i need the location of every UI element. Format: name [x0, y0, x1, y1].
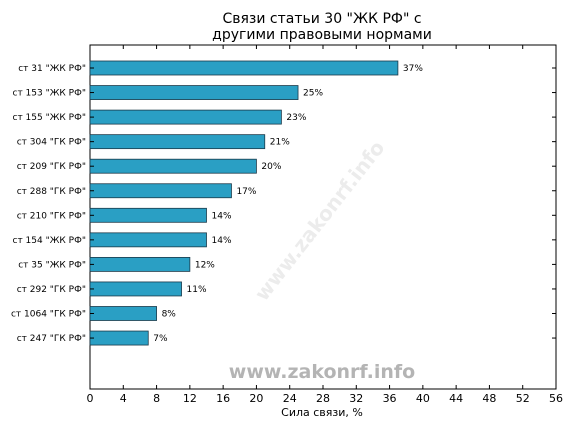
- bar: [89, 60, 399, 76]
- category-label: ст 153 "ЖК РФ": [13, 89, 87, 99]
- data-label: 12%: [195, 260, 215, 270]
- x-tick-label: 40: [416, 392, 430, 405]
- data-label: 23%: [286, 113, 306, 123]
- chart-title-line-1: Связи статьи 30 "ЖК РФ" с: [222, 11, 421, 27]
- category-label: ст 304 "ГК РФ": [17, 138, 86, 148]
- bar: [89, 158, 257, 174]
- category-label: ст 35 "ЖК РФ": [18, 260, 86, 270]
- category-label: ст 247 "ГК РФ": [17, 334, 86, 344]
- category-label: ст 209 "ГК РФ": [17, 162, 86, 172]
- bottom-watermark: www.zakonrf.info: [229, 361, 415, 383]
- bar: [89, 281, 182, 297]
- x-tick-label: 56: [549, 392, 563, 405]
- bar: [89, 109, 282, 125]
- x-tick-label: 0: [87, 392, 94, 405]
- x-tick-label: 12: [183, 392, 197, 405]
- x-tick-label: 32: [349, 392, 363, 405]
- x-tick-label: 36: [383, 392, 397, 405]
- data-label: 20%: [261, 162, 281, 172]
- x-tick-label: 8: [153, 392, 160, 405]
- category-label: ст 292 "ГК РФ": [17, 285, 86, 295]
- bar: [89, 207, 207, 223]
- value-labels: 37% 25% 23% 21% 20% 17% 14% 14% 12% 11% 8% 7%: [153, 64, 423, 344]
- category-label: ст 288 "ГК РФ": [17, 187, 86, 197]
- category-label: ст 210 "ГК РФ": [17, 211, 86, 221]
- bar: [89, 330, 149, 346]
- x-tick-label: 20: [249, 392, 263, 405]
- category-labels: ст 31 "ЖК РФ" ст 153 "ЖК РФ" ст 155 "ЖК РФ…: [11, 64, 86, 344]
- bar: [89, 134, 266, 150]
- chart-title-line-2: другими правовыми нормами: [212, 27, 432, 43]
- x-tick-label: 48: [482, 392, 496, 405]
- x-axis-label: Сила связи, %: [281, 406, 363, 419]
- data-label: 11%: [187, 285, 207, 295]
- category-label: ст 155 "ЖК РФ": [13, 113, 87, 123]
- bar: [89, 232, 207, 248]
- category-label: ст 1064 "ГК РФ": [11, 310, 86, 320]
- data-label: 14%: [212, 236, 232, 246]
- x-tick-label: 28: [316, 392, 330, 405]
- data-label: 21%: [270, 138, 290, 148]
- bar: [89, 85, 299, 100]
- data-label: 25%: [303, 89, 323, 99]
- bar: [89, 306, 157, 321]
- data-label: 17%: [236, 187, 256, 197]
- chart-title: Связи статьи 30 "ЖК РФ" с другими правов…: [212, 11, 432, 43]
- bar: [89, 256, 191, 272]
- data-label: 37%: [403, 64, 423, 74]
- x-tick-label: 52: [516, 392, 530, 405]
- x-tick-label: 4: [120, 392, 127, 405]
- x-axis-ticks: 0 4 8 12 16 20 24 28 32 36 40 44 48 52 56: [87, 45, 563, 405]
- bars: [89, 60, 399, 346]
- data-label: 14%: [212, 211, 232, 221]
- x-tick-label: 16: [216, 392, 230, 405]
- data-label: 8%: [162, 310, 177, 320]
- x-tick-label: 44: [449, 392, 463, 405]
- category-label: ст 31 "ЖК РФ": [18, 64, 86, 74]
- category-label: ст 154 "ЖК РФ": [13, 236, 87, 246]
- data-label: 7%: [153, 334, 168, 344]
- x-tick-label: 24: [283, 392, 297, 405]
- bar: [89, 183, 232, 199]
